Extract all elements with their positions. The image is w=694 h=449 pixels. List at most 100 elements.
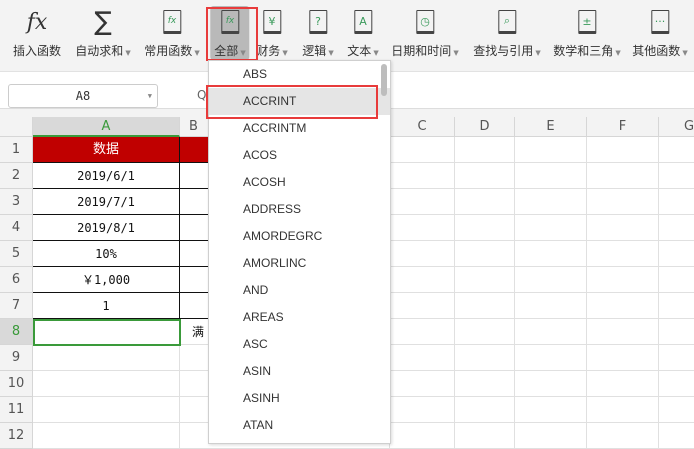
chevron-down-icon[interactable]: ▼ — [147, 92, 152, 100]
cell-D1[interactable] — [455, 137, 515, 163]
cell-F3[interactable] — [587, 189, 659, 215]
row-header-11[interactable]: 11 — [0, 397, 33, 423]
cell-A7[interactable]: 1 — [33, 293, 180, 319]
cell-C5[interactable] — [390, 241, 455, 267]
name-box[interactable]: A8 ▼ — [8, 84, 158, 108]
function-item-abs[interactable]: ABS — [243, 67, 268, 81]
cell-E9[interactable] — [515, 345, 587, 371]
cell-C7[interactable] — [390, 293, 455, 319]
row-header-7[interactable]: 7 — [0, 293, 33, 319]
function-item-atan[interactable]: ATAN — [243, 418, 274, 432]
row-header-2[interactable]: 2 — [0, 163, 33, 189]
cell-G7[interactable] — [659, 293, 694, 319]
cell-D4[interactable] — [455, 215, 515, 241]
cell-E5[interactable] — [515, 241, 587, 267]
cell-G11[interactable] — [659, 397, 694, 423]
cell-G4[interactable] — [659, 215, 694, 241]
row-header-3[interactable]: 3 — [0, 189, 33, 215]
function-item-accrint[interactable]: ACCRINT — [209, 88, 390, 115]
row-header-1[interactable]: 1 — [0, 137, 33, 163]
column-header-G[interactable]: G — [659, 117, 694, 137]
function-item-areas[interactable]: AREAS — [243, 310, 284, 324]
cell-A4[interactable]: 2019/8/1 — [33, 215, 180, 241]
cell-D6[interactable] — [455, 267, 515, 293]
function-item-asin[interactable]: ASIN — [243, 364, 272, 378]
cell-D2[interactable] — [455, 163, 515, 189]
cell-E4[interactable] — [515, 215, 587, 241]
cell-A12[interactable] — [33, 423, 180, 449]
cell-C8[interactable] — [390, 319, 455, 345]
cell-D9[interactable] — [455, 345, 515, 371]
function-item-accrintm[interactable]: ACCRINTM — [243, 121, 307, 135]
cell-E2[interactable] — [515, 163, 587, 189]
cell-E10[interactable] — [515, 371, 587, 397]
cell-D12[interactable] — [455, 423, 515, 449]
cell-E7[interactable] — [515, 293, 587, 319]
cell-C2[interactable] — [390, 163, 455, 189]
function-item-amorlinc[interactable]: AMORLINC — [243, 256, 307, 270]
cell-C1[interactable] — [390, 137, 455, 163]
toolbar-button-10[interactable]: ··· 其他函数 ▼ — [632, 6, 688, 60]
function-item-acos[interactable]: ACOS — [243, 148, 278, 162]
cell-F2[interactable] — [587, 163, 659, 189]
cell-F8[interactable] — [587, 319, 659, 345]
cell-C12[interactable] — [390, 423, 455, 449]
row-header-4[interactable]: 4 — [0, 215, 33, 241]
row-header-8[interactable]: 8 — [0, 319, 33, 345]
toolbar-button-8[interactable]: ⌕ 查找与引用 ▼ — [473, 6, 541, 60]
function-item-acosh[interactable]: ACOSH — [243, 175, 286, 189]
select-all-corner[interactable] — [0, 117, 33, 137]
cell-F1[interactable] — [587, 137, 659, 163]
row-header-9[interactable]: 9 — [0, 345, 33, 371]
cell-G2[interactable] — [659, 163, 694, 189]
function-item-asinh[interactable]: ASINH — [243, 391, 280, 405]
cell-G6[interactable] — [659, 267, 694, 293]
cell-C3[interactable] — [390, 189, 455, 215]
cell-C9[interactable] — [390, 345, 455, 371]
cell-A11[interactable] — [33, 397, 180, 423]
column-header-A[interactable]: A — [33, 117, 180, 137]
toolbar-button-7[interactable]: ◷ 日期和时间 ▼ — [391, 6, 459, 60]
cell-F12[interactable] — [587, 423, 659, 449]
toolbar-button-6[interactable]: A 文本 ▼ — [347, 6, 379, 60]
row-header-12[interactable]: 12 — [0, 423, 33, 449]
cell-A9[interactable] — [33, 345, 180, 371]
toolbar-button-0[interactable]: fx 插入函数 — [13, 6, 61, 60]
cell-E6[interactable] — [515, 267, 587, 293]
function-item-and[interactable]: AND — [243, 283, 269, 297]
cell-F11[interactable] — [587, 397, 659, 423]
cell-E1[interactable] — [515, 137, 587, 163]
cell-F9[interactable] — [587, 345, 659, 371]
cell-F5[interactable] — [587, 241, 659, 267]
cell-F4[interactable] — [587, 215, 659, 241]
row-header-5[interactable]: 5 — [0, 241, 33, 267]
function-item-asc[interactable]: ASC — [243, 337, 268, 351]
cell-D8[interactable] — [455, 319, 515, 345]
all-functions-dropdown[interactable]: ABS ACCRINT ACCRINTM ACOS ACOSH ADDRESS AMORDE… — [208, 60, 391, 444]
toolbar-button-4[interactable]: ¥ 财务 ▼ — [256, 6, 288, 60]
cell-G9[interactable] — [659, 345, 694, 371]
cell-D7[interactable] — [455, 293, 515, 319]
cell-G5[interactable] — [659, 241, 694, 267]
cell-D11[interactable] — [455, 397, 515, 423]
toolbar-button-9[interactable]: ± 数学和三角 ▼ — [553, 6, 621, 60]
cell-D10[interactable] — [455, 371, 515, 397]
cell-C11[interactable] — [390, 397, 455, 423]
cell-A1[interactable]: 数据 — [33, 137, 180, 163]
cell-E12[interactable] — [515, 423, 587, 449]
cell-F7[interactable] — [587, 293, 659, 319]
toolbar-button-2[interactable]: fx 常用函数 ▼ — [144, 6, 200, 60]
cell-E11[interactable] — [515, 397, 587, 423]
cell-G10[interactable] — [659, 371, 694, 397]
row-header-6[interactable]: 6 — [0, 267, 33, 293]
column-header-C[interactable]: C — [390, 117, 455, 137]
function-item-amordegrc[interactable]: AMORDEGRC — [243, 229, 323, 243]
cell-A10[interactable] — [33, 371, 180, 397]
toolbar-button-1[interactable]: ∑ 自动求和 ▼ — [75, 6, 130, 60]
toolbar-button-3[interactable]: fx 全部 ▼ — [210, 6, 250, 60]
scrollbar[interactable] — [381, 64, 387, 96]
cell-A6[interactable]: ￥1,000 — [33, 267, 180, 293]
cell-A3[interactable]: 2019/7/1 — [33, 189, 180, 215]
cell-G1[interactable] — [659, 137, 694, 163]
cell-F10[interactable] — [587, 371, 659, 397]
